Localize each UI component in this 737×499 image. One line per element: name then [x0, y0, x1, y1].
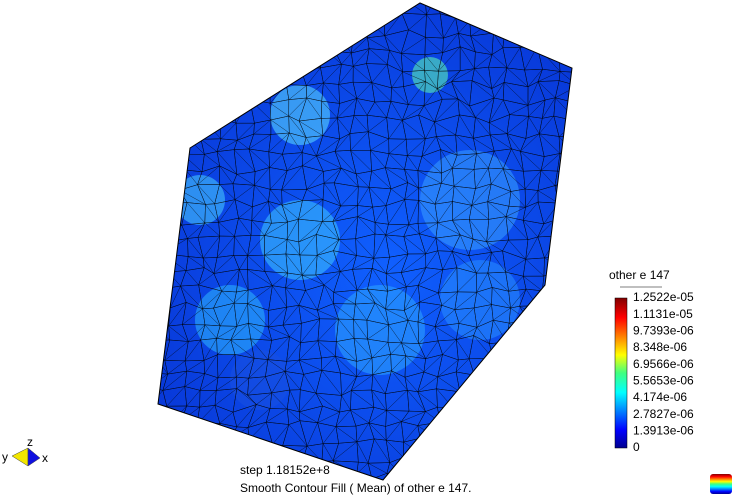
contour-patch — [335, 285, 425, 375]
legend-label: 4.174e-06 — [633, 390, 687, 404]
contour-patch — [195, 285, 265, 355]
axis-x-label: x — [42, 451, 48, 465]
legend-label: 2.7827e-06 — [633, 407, 694, 421]
contour-patch — [260, 200, 340, 280]
legend-label: 6.9566e-06 — [633, 357, 694, 371]
mesh-body — [158, 3, 572, 480]
logo — [710, 474, 732, 494]
mesh-outline — [157, 2, 573, 481]
legend-label: 5.5653e-06 — [633, 374, 694, 388]
legend-label: 1.1131e-05 — [633, 307, 693, 321]
color-bar — [614, 297, 628, 449]
contour-patch — [440, 260, 520, 340]
legend-label: 9.7393e-06 — [633, 324, 694, 338]
axis-triad: y z x — [2, 435, 48, 467]
axis-y-label: y — [2, 450, 8, 464]
contour-patch — [412, 57, 448, 93]
legend-label: 1.2522e-05 — [633, 290, 694, 304]
legend-label: 0 — [633, 440, 640, 454]
step-label: step 1.18152e+8 — [240, 463, 330, 477]
contour-patch — [420, 150, 520, 250]
legend-label: 1.3913e-06 — [633, 424, 694, 438]
legend-labels: 1.2522e-05 1.1131e-05 9.7393e-06 8.348e-06 6… — [633, 290, 694, 454]
legend-label: 8.348e-06 — [633, 340, 687, 354]
caption: Smooth Contour Fill ( Mean) of other e 1… — [240, 481, 471, 495]
axis-z-label: z — [27, 435, 33, 449]
legend-title: other e 147 — [609, 268, 670, 282]
